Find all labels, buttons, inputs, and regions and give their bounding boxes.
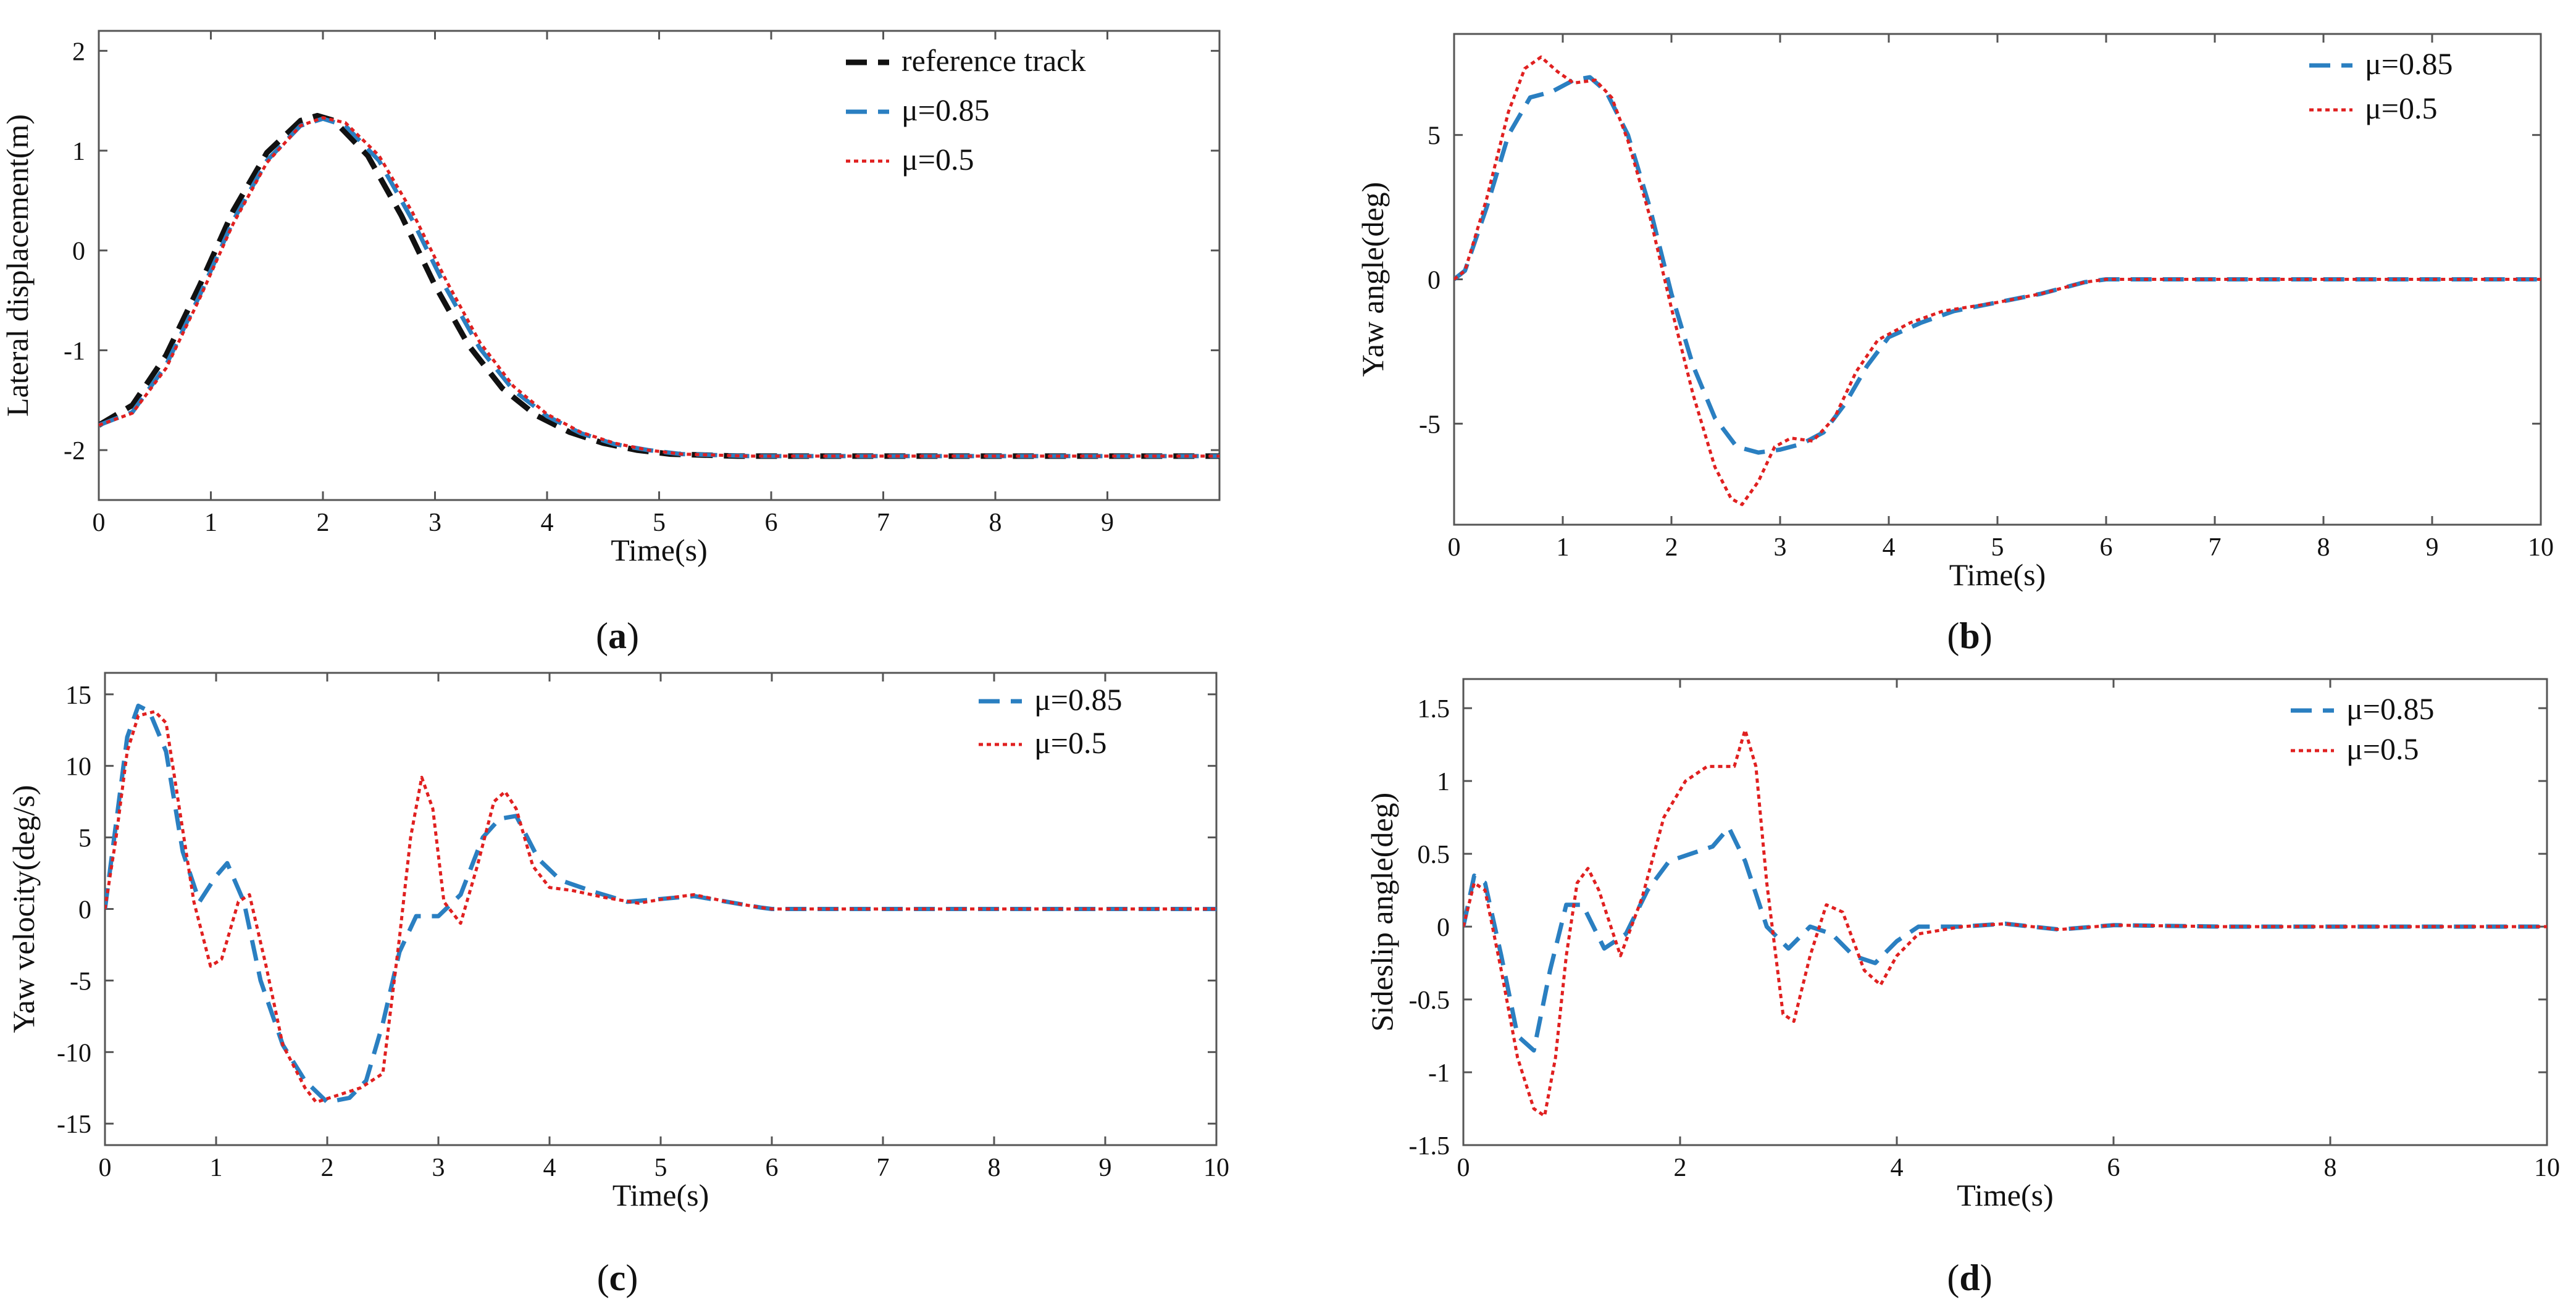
x-axis-label: Time(s) (611, 533, 708, 567)
x-tick-label: 2 (1665, 533, 1678, 562)
x-tick-label: 4 (1891, 1154, 1904, 1182)
x-tick-label: 8 (2317, 533, 2330, 562)
x-tick-label: 6 (2107, 1154, 2120, 1182)
y-tick-label: -5 (1419, 411, 1441, 439)
y-tick-label: 1 (1437, 768, 1450, 796)
x-tick-label: 3 (1774, 533, 1787, 562)
x-tick-label: 8 (988, 1154, 1001, 1182)
y-axis-label: Sideslip angle(deg) (1365, 793, 1399, 1032)
x-tick-label: 9 (2426, 533, 2439, 562)
x-tick-label: 10 (1203, 1154, 1229, 1182)
legend-label-1: μ=0.5 (2346, 732, 2419, 766)
y-tick-label: -1 (1428, 1059, 1450, 1088)
x-tick-label: 0 (1448, 533, 1461, 562)
x-tick-label: 8 (2324, 1154, 2337, 1182)
x-tick-label: 6 (765, 509, 778, 537)
x-tick-label: 0 (93, 509, 106, 537)
x-axis-label: Time(s) (613, 1178, 709, 1212)
x-tick-label: 1 (210, 1154, 223, 1182)
x-tick-label: 8 (989, 509, 1002, 537)
x-axis-label: Time(s) (1949, 557, 2046, 592)
x-tick-label: 3 (429, 509, 441, 537)
series-line-0 (1454, 75, 2541, 455)
x-tick-label: 4 (543, 1154, 556, 1182)
x-tick-label: 3 (432, 1154, 445, 1182)
y-tick-label: 0 (72, 238, 85, 266)
panel-c: 0 1 2 3 4 5 6 7 8 9 10 -15 -10 -5 0 5 10 15 Time(s) Yaw vel… (6, 672, 1229, 1298)
y-tick-label: 1.5 (1418, 695, 1450, 723)
y-tick-label: -0.5 (1409, 986, 1450, 1015)
panel-letter: (d) (1947, 1257, 1992, 1298)
x-tick-label: 2 (317, 509, 330, 537)
y-axis-label: Yaw velocity(deg/s) (6, 785, 41, 1033)
x-tick-label: 7 (877, 1154, 890, 1182)
x-tick-label: 6 (766, 1154, 779, 1182)
legend-label-1: μ=0.5 (2365, 91, 2438, 125)
y-tick-label: 5 (78, 825, 91, 853)
x-tick-label: 5 (654, 1154, 667, 1182)
x-tick-label: 10 (2534, 1154, 2560, 1182)
series-line-1 (105, 710, 1216, 1104)
legend-label-1: μ=0.5 (1034, 725, 1107, 760)
y-tick-label: 5 (1428, 122, 1441, 151)
x-tick-label: 6 (2100, 533, 2113, 562)
x-tick-label: 0 (1457, 1154, 1470, 1182)
legend-label-0: reference track (901, 43, 1085, 78)
plot-frame (1462, 678, 2548, 1146)
x-tick-label: 9 (1099, 1154, 1112, 1182)
y-tick-label: -1 (64, 337, 85, 365)
y-tick-label: -15 (57, 1111, 91, 1139)
x-tick-label: 2 (321, 1154, 334, 1182)
y-tick-label: 15 (65, 682, 91, 710)
x-tick-label: 0 (99, 1154, 112, 1182)
x-tick-label: 1 (204, 509, 217, 537)
x-tick-label: 1 (1557, 533, 1570, 562)
x-tick-label: 5 (653, 509, 666, 537)
series-line-1 (1463, 728, 2547, 1118)
y-tick-label: -10 (57, 1039, 91, 1067)
y-axis-label: Yaw angle(deg) (1355, 182, 1390, 377)
panel-d: 0 2 4 6 8 10 -1.5 -1 -0.5 0 0.5 1 1.5 Time(s) Sideslip… (1365, 678, 2560, 1298)
panel-letter: (a) (596, 615, 639, 656)
plot-frame (98, 30, 1221, 501)
y-tick-label: -2 (64, 437, 85, 465)
legend-label-0: μ=0.85 (1034, 682, 1123, 717)
legend-label-2: μ=0.5 (901, 142, 974, 177)
series-line-0 (105, 703, 1216, 1104)
y-tick-label: 0 (78, 896, 91, 925)
x-tick-label: 10 (2528, 533, 2554, 562)
legend-label-0: μ=0.85 (2346, 691, 2435, 726)
x-tick-label: 4 (541, 509, 554, 537)
y-tick-label: 0 (1428, 267, 1441, 295)
x-axis-label: Time(s) (1957, 1178, 2054, 1212)
x-tick-label: 4 (1883, 533, 1896, 562)
panel-letter: (b) (1947, 615, 1992, 656)
series-line-2 (99, 116, 1219, 458)
x-tick-label: 7 (2209, 533, 2222, 562)
panel-letter: (c) (597, 1257, 638, 1298)
y-tick-label: 10 (65, 753, 91, 782)
y-tick-label: 0 (1437, 914, 1450, 942)
x-tick-label: 7 (877, 509, 890, 537)
y-tick-label: 2 (72, 38, 85, 66)
y-tick-label: -5 (70, 967, 91, 996)
panel-a: 0 1 2 3 4 5 6 7 8 9 -2 -1 0 1 2 Time(s) Lateral displace… (0, 30, 1221, 656)
legend-label-0: μ=0.85 (2365, 46, 2453, 81)
y-axis-label: Lateral displacement(m) (0, 114, 35, 417)
y-tick-label: -1.5 (1409, 1132, 1450, 1161)
x-tick-label: 2 (1674, 1154, 1687, 1182)
y-tick-label: 1 (72, 138, 85, 166)
x-tick-label: 9 (1101, 509, 1114, 537)
y-tick-label: 0.5 (1418, 841, 1450, 869)
legend-label-1: μ=0.85 (901, 93, 990, 127)
x-tick-label: 5 (1991, 533, 2004, 562)
